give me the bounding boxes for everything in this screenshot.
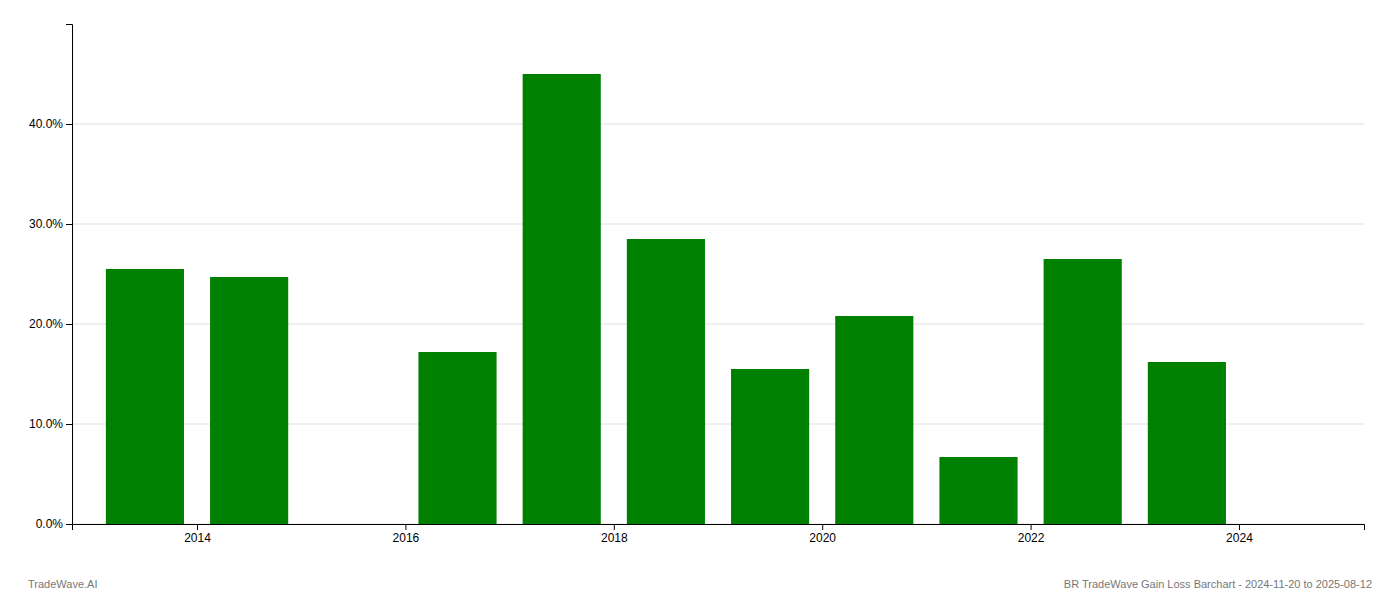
y-tick-mark bbox=[66, 224, 72, 225]
y-tick-label: 10.0% bbox=[29, 417, 63, 431]
x-tick-mark bbox=[405, 524, 406, 530]
y-axis-line bbox=[66, 25, 73, 525]
y-tick-mark bbox=[66, 124, 72, 125]
bar bbox=[835, 316, 913, 524]
x-tick-mark bbox=[822, 524, 823, 530]
y-tick: 20.0% bbox=[29, 317, 72, 331]
chart: 2014 2016 2018 2020 2022 2024 0.0% 10.0% 20.0% 30… bbox=[0, 0, 1400, 600]
x-tick: 2024 bbox=[1226, 524, 1253, 545]
footer: TradeWave.AI BR TradeWave Gain Loss Barch… bbox=[28, 578, 1372, 590]
bar bbox=[1148, 362, 1226, 524]
annotation: BR TradeWave Gain Loss Barchart - 2024-1… bbox=[1064, 578, 1372, 590]
y-tick-mark bbox=[66, 324, 72, 325]
bar bbox=[939, 457, 1017, 524]
y-tick: 30.0% bbox=[29, 217, 72, 231]
y-tick: 10.0% bbox=[29, 417, 72, 431]
y-tick-label: 30.0% bbox=[29, 217, 63, 231]
x-axis-line bbox=[73, 525, 1365, 531]
bar bbox=[627, 239, 705, 524]
plot-area bbox=[106, 74, 1226, 524]
x-tick-label: 2014 bbox=[184, 531, 211, 545]
y-tick-mark bbox=[66, 424, 72, 425]
x-tick: 2020 bbox=[809, 524, 836, 545]
grid-line bbox=[72, 124, 1364, 125]
x-tick-mark bbox=[197, 524, 198, 530]
bar bbox=[106, 269, 184, 524]
x-tick-mark bbox=[1031, 524, 1032, 530]
y-tick: 40.0% bbox=[29, 117, 72, 131]
grid-line bbox=[72, 224, 1364, 225]
y-tick: 0.0% bbox=[36, 517, 72, 531]
x-tick: 2018 bbox=[601, 524, 628, 545]
x-tick-label: 2016 bbox=[393, 531, 420, 545]
x-tick: 2022 bbox=[1018, 524, 1045, 545]
x-axis: 2014 2016 2018 2020 2022 2024 bbox=[73, 524, 1365, 545]
y-tick-label: 0.0% bbox=[36, 517, 64, 531]
bar bbox=[418, 352, 496, 524]
x-tick: 2014 bbox=[184, 524, 211, 545]
x-tick-label: 2018 bbox=[601, 531, 628, 545]
bar bbox=[731, 369, 809, 524]
y-tick-label: 20.0% bbox=[29, 317, 63, 331]
grid bbox=[72, 124, 1364, 524]
annotation: TradeWave.AI bbox=[28, 578, 98, 590]
x-tick-label: 2020 bbox=[809, 531, 836, 545]
bar bbox=[523, 74, 601, 524]
x-tick: 2016 bbox=[393, 524, 420, 545]
y-tick-label: 40.0% bbox=[29, 117, 63, 131]
bar bbox=[210, 277, 288, 524]
x-tick-mark bbox=[1239, 524, 1240, 530]
y-axis: 0.0% 10.0% 20.0% 30.0% 40.0% bbox=[29, 25, 73, 532]
x-tick-label: 2022 bbox=[1018, 531, 1045, 545]
x-tick-mark bbox=[614, 524, 615, 530]
x-tick-label: 2024 bbox=[1226, 531, 1253, 545]
bar bbox=[1044, 259, 1122, 524]
y-tick-mark bbox=[66, 524, 72, 525]
